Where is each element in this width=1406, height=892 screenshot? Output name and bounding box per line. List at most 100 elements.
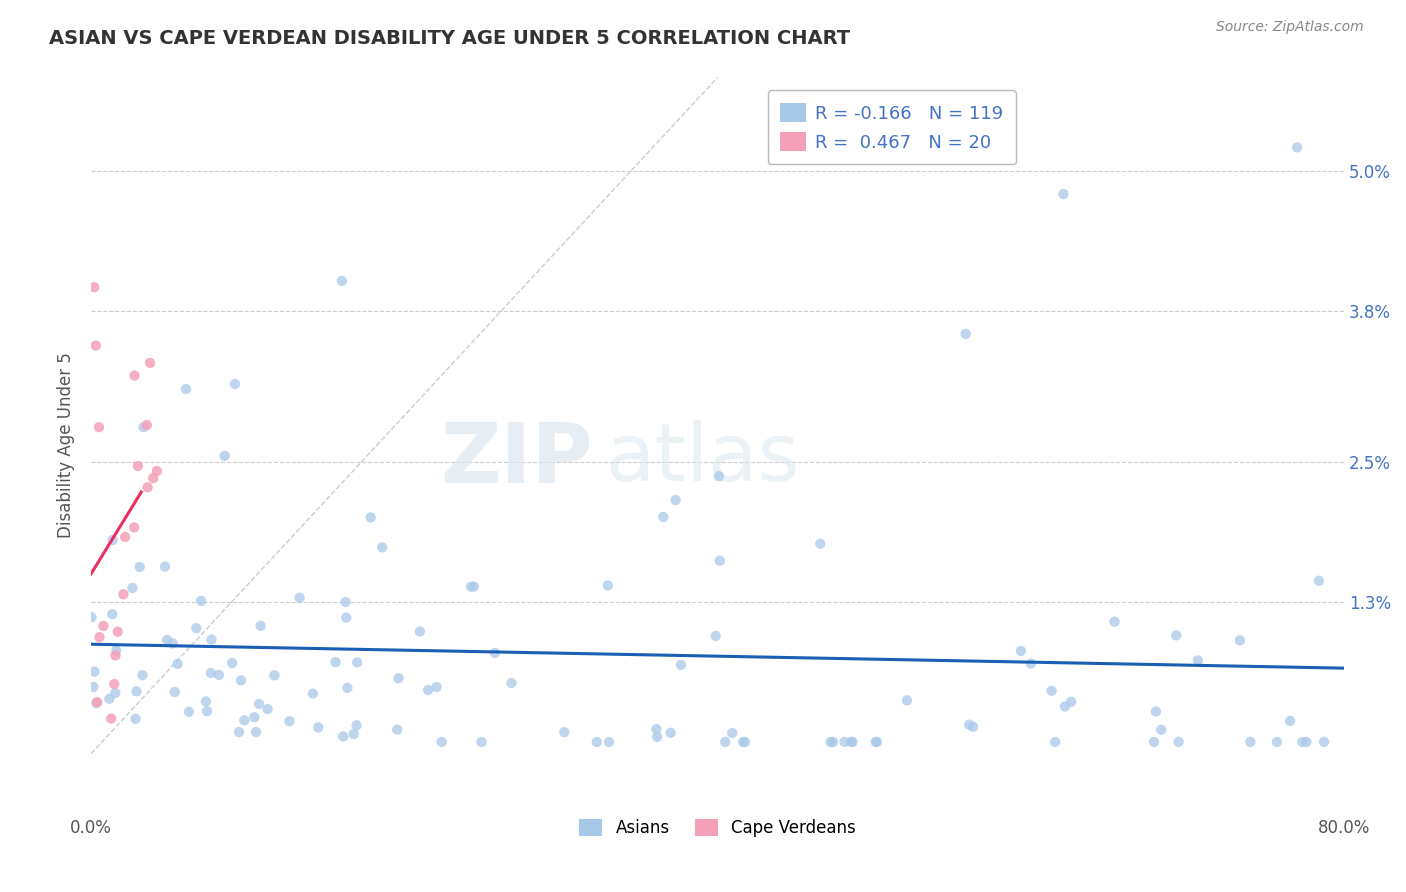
Point	[330, 274, 353, 288]
Point	[425, 680, 447, 694]
Point	[1052, 187, 1074, 202]
Point	[177, 705, 200, 719]
Point	[302, 687, 325, 701]
Point	[734, 735, 756, 749]
Point	[132, 420, 155, 434]
Point	[704, 629, 727, 643]
Point	[249, 619, 271, 633]
Point	[553, 725, 575, 739]
Point	[346, 718, 368, 732]
Point	[105, 643, 128, 657]
Point	[256, 702, 278, 716]
Point	[1150, 723, 1173, 737]
Point	[484, 646, 506, 660]
Point	[107, 624, 129, 639]
Point	[1104, 615, 1126, 629]
Point	[86, 696, 108, 710]
Point	[1291, 735, 1313, 749]
Point	[714, 735, 737, 749]
Point	[162, 636, 184, 650]
Point	[200, 632, 222, 647]
Point	[245, 725, 267, 739]
Point	[325, 655, 347, 669]
Point	[841, 735, 863, 749]
Point	[1053, 699, 1076, 714]
Point	[387, 671, 409, 685]
Point	[1313, 735, 1336, 749]
Point	[1010, 644, 1032, 658]
Point	[174, 382, 197, 396]
Point	[83, 665, 105, 679]
Point	[146, 464, 169, 478]
Point	[1279, 714, 1302, 728]
Point	[1295, 735, 1317, 749]
Point	[470, 735, 492, 749]
Point	[125, 684, 148, 698]
Point	[84, 338, 107, 352]
Point	[585, 735, 607, 749]
Point	[156, 632, 179, 647]
Point	[247, 697, 270, 711]
Point	[955, 326, 977, 341]
Point	[659, 726, 682, 740]
Point	[1019, 657, 1042, 671]
Point	[127, 458, 149, 473]
Point	[131, 668, 153, 682]
Point	[360, 510, 382, 524]
Point	[114, 530, 136, 544]
Point	[841, 735, 863, 749]
Point	[1167, 735, 1189, 749]
Point	[98, 691, 121, 706]
Point	[89, 630, 111, 644]
Point	[866, 735, 889, 749]
Text: atlas: atlas	[605, 420, 799, 499]
Point	[229, 673, 252, 688]
Point	[228, 725, 250, 739]
Point	[135, 417, 157, 432]
Point	[1265, 735, 1288, 749]
Legend: Asians, Cape Verdeans: Asians, Cape Verdeans	[572, 813, 863, 844]
Point	[208, 668, 231, 682]
Point	[865, 735, 887, 749]
Point	[820, 735, 842, 749]
Point	[665, 493, 688, 508]
Point	[1040, 683, 1063, 698]
Point	[263, 668, 285, 682]
Point	[652, 510, 675, 524]
Point	[332, 730, 354, 744]
Point	[142, 471, 165, 485]
Point	[153, 559, 176, 574]
Point	[166, 657, 188, 671]
Point	[409, 624, 432, 639]
Point	[463, 580, 485, 594]
Point	[243, 710, 266, 724]
Point	[278, 714, 301, 729]
Point	[709, 554, 731, 568]
Point	[733, 735, 755, 749]
Point	[598, 735, 620, 749]
Point	[707, 469, 730, 483]
Point	[307, 721, 329, 735]
Point	[103, 677, 125, 691]
Point	[200, 665, 222, 680]
Point	[82, 680, 104, 694]
Point	[335, 595, 357, 609]
Point	[346, 656, 368, 670]
Point	[93, 619, 115, 633]
Point	[139, 356, 162, 370]
Point	[83, 280, 105, 294]
Point	[371, 541, 394, 555]
Point	[86, 695, 108, 709]
Point	[1286, 140, 1309, 154]
Point	[669, 657, 692, 672]
Text: ASIAN VS CAPE VERDEAN DISABILITY AGE UNDER 5 CORRELATION CHART: ASIAN VS CAPE VERDEAN DISABILITY AGE UND…	[49, 29, 851, 47]
Point	[460, 580, 482, 594]
Point	[101, 607, 124, 622]
Point	[430, 735, 453, 749]
Point	[122, 520, 145, 534]
Point	[80, 610, 103, 624]
Point	[596, 578, 619, 592]
Point	[896, 693, 918, 707]
Point	[224, 376, 246, 391]
Point	[195, 704, 218, 718]
